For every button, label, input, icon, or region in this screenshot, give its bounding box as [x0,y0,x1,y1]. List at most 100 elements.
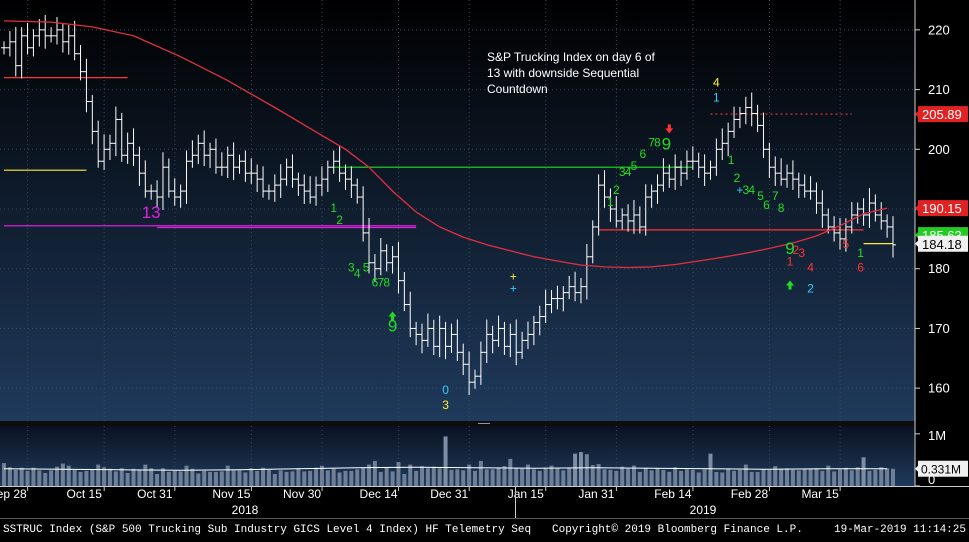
volume-bar [378,471,383,486]
volume-bar [414,470,419,486]
sequential-marker: 6 [372,276,379,290]
ohlc-bar [784,164,791,188]
ohlc-bar [625,204,632,232]
ohlc-bar [89,94,96,145]
x-tick-label: Oct 31 [137,487,173,501]
ohlc-bar [860,198,867,226]
sequential-marker: 7 [648,135,655,149]
volume-bar [213,471,218,486]
ohlc-bar [819,190,826,228]
ohlc-bar [842,218,849,252]
volume-bar [367,464,372,486]
volume-bar [113,471,118,486]
volume-bar [726,468,731,486]
ohlc-bar [678,160,685,187]
volume-bar [449,469,454,486]
x-year-label: 2019 [690,503,717,517]
ohlc-bar [884,214,891,238]
volume-current-label: 0.331M [915,460,968,477]
volume-bar [396,462,401,486]
reference-lines [4,77,893,245]
sequential-marker: 8 [778,201,785,215]
sequential-marker: 7 [772,189,779,203]
x-tick-label: Dec 31 [430,487,468,501]
ohlc-bar [848,202,855,234]
volume-bar [196,473,201,486]
ohlc-bar [589,220,596,264]
sequential-marker: 1 [330,201,337,215]
ohlc-bar [12,26,19,77]
ohlc-bar [383,244,390,272]
ohlc-bar [36,19,43,47]
ohlc-bar [548,289,555,314]
volume-bar [390,471,395,486]
ohlc-bar [530,315,537,346]
volume-bar [525,464,530,486]
ohlc-bar [572,271,579,302]
volume-axis: 1M 00.331M [915,428,968,487]
volume-bar [785,468,790,486]
ohlc-bar [866,188,873,228]
ohlc-bar [101,134,108,170]
price-label-text: 184.18 [922,237,962,252]
sequential-marker: 8 [654,135,661,149]
volume-bar [102,467,107,486]
ohlc-bar [336,146,343,182]
footer-timestamp: 19-Mar-2019 11:14:25 [834,524,966,536]
ohlc-bar [442,321,449,360]
ohlc-bar [560,286,567,312]
volume-bar [696,472,701,486]
volume-bar [266,469,271,486]
ohlc-bar [672,154,679,190]
ohlc-bar [95,120,102,168]
ohlc-bar [489,325,496,354]
ohlc-bar [295,172,302,196]
volume-bar [608,469,613,486]
ohlc-bar [189,140,196,168]
ohlc-bar [642,184,649,236]
sequential-marker: 2 [807,282,814,296]
volume-bar [325,470,330,486]
ohlc-bar [260,166,267,198]
volume-bar [66,465,71,486]
ohlc-bar [354,178,361,204]
volume-bar [131,468,136,486]
volume-bar [60,463,65,486]
ohlc-bar [366,217,373,274]
ohlc-bar [224,146,231,178]
volume-bar [490,469,495,486]
volume-bar [443,436,448,486]
volume-bar [690,469,695,486]
ohlc-bar [507,323,514,358]
ohlc-bar [754,104,761,132]
ohlc-bar [801,174,808,198]
ohlc-bar [124,132,131,164]
ohlc-bar [695,152,702,178]
volume-bar [637,471,642,486]
ohlc-bar [248,158,255,184]
sequential-marker: 7 [377,276,384,290]
footer-index-name: SSTRUC Index (S&P 500 Trucking Sub Indus… [3,524,531,536]
sequential-marker: 4 [354,267,361,281]
volume-bar [290,471,295,486]
volume-bar [649,470,654,486]
volume-bar [372,460,377,486]
volume-bar [578,452,583,486]
volume-bar [779,468,784,486]
volume-bar [531,469,536,486]
y-tick-label: 210 [928,82,950,97]
volume-bar [484,469,489,486]
volume-bar [567,468,572,486]
ohlc-bar [59,23,66,53]
date-axis: Sep 28 Oct 15 Oct 31 Nov 15 Nov 30 Dec 14 Dec … [0,486,841,518]
ohlc-bar [707,160,714,180]
volume-bar [838,469,843,486]
volume-bar [408,464,413,486]
volume-bar [537,470,542,486]
volume-bar [249,468,254,486]
sequential-marker: 8 [383,276,390,290]
ohlc-bar [177,184,184,208]
y-tick-label: 180 [928,261,950,276]
ohlc-bar [165,158,172,198]
volume-bar [243,472,248,486]
